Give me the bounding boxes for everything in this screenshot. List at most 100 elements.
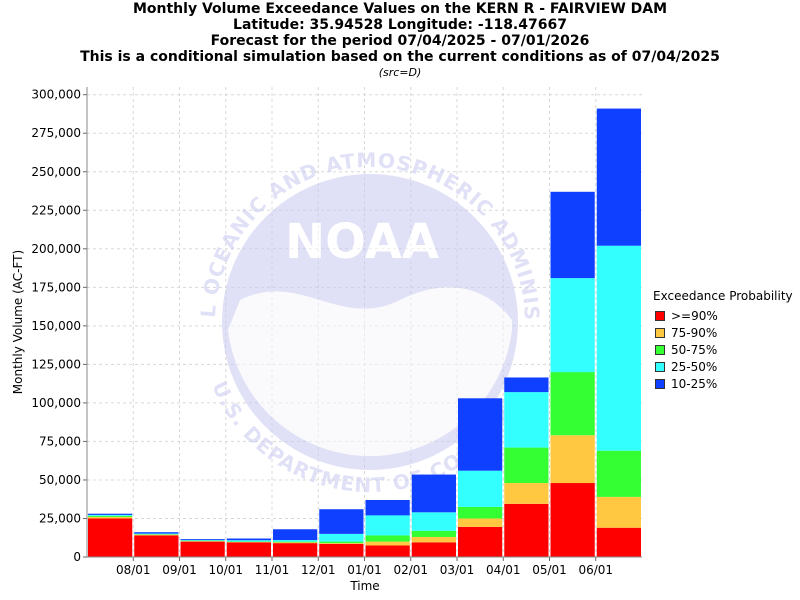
legend: Exceedance Probability >=90% 75-90% 50-75%…	[653, 289, 793, 392]
bar-segment	[180, 540, 225, 541]
x-axis-label: Time	[349, 579, 379, 593]
bar-segment	[550, 278, 595, 373]
bar-segment	[365, 541, 410, 546]
source-note: (src=D)	[378, 66, 422, 79]
bar-segment	[134, 532, 179, 534]
bar-segment	[504, 503, 549, 557]
bar-segment	[504, 447, 549, 484]
bar-segment	[273, 542, 318, 544]
bar-segment	[504, 377, 549, 393]
legend-swatch	[655, 327, 665, 338]
x-tick-label: 05/01	[532, 563, 567, 577]
x-tick-label: 06/01	[578, 563, 613, 577]
chart-title: Monthly Volume Exceedance Values on the …	[132, 1, 668, 17]
bar-segment	[319, 543, 364, 557]
bar-segment	[458, 518, 503, 527]
bar-segment	[319, 543, 364, 544]
bar-segment	[273, 541, 318, 543]
y-tick-label: 200,000	[31, 242, 81, 256]
location-subtitle: Latitude: 35.94528 Longitude: -118.47667	[233, 17, 567, 33]
legend-item: 25-50%	[653, 358, 793, 375]
legend-swatch	[655, 310, 665, 321]
bar-segment	[365, 535, 410, 542]
bar-segment	[458, 506, 503, 519]
bar-segment	[411, 542, 456, 557]
legend-swatch	[655, 361, 665, 372]
legend-items: >=90% 75-90% 50-75% 25-50% 10-25%	[653, 307, 793, 392]
y-tick-label: 225,000	[31, 203, 81, 217]
y-axis-label: Monthly Volume (AC-FT)	[11, 250, 25, 394]
y-tick-label: 50,000	[39, 473, 81, 487]
bar-segment	[365, 545, 410, 557]
simulation-subtitle: This is a conditional simulation based o…	[80, 49, 720, 65]
y-tick-label: 150,000	[31, 319, 81, 333]
bar-segment	[550, 191, 595, 279]
bars	[88, 108, 641, 557]
bar-segment	[596, 496, 641, 528]
chart-header: Monthly Volume Exceedance Values on the …	[0, 1, 800, 80]
legend-label: 10-25%	[671, 376, 718, 391]
bar-segment	[319, 533, 364, 542]
legend-label: 50-75%	[671, 342, 718, 357]
bar-segment	[134, 534, 179, 536]
period-subtitle: Forecast for the period 07/04/2025 - 07/…	[210, 33, 590, 49]
bar-segment	[504, 483, 549, 504]
axes: 0 25,000 50,000 75,000 100,000 125,000 150,000…	[31, 87, 642, 577]
bar-segment	[180, 541, 225, 557]
bar-segment	[273, 529, 318, 541]
bar-segment	[596, 450, 641, 497]
bar-segment	[88, 516, 133, 519]
y-tick-label: 75,000	[39, 434, 81, 448]
y-tick-label: 250,000	[31, 165, 81, 179]
noaa-logo-text: NOAA	[285, 214, 439, 270]
bar-segment	[88, 513, 133, 515]
x-tick-label: 12/01	[301, 563, 336, 577]
x-tick-label: 02/01	[393, 563, 428, 577]
bar-segment	[411, 530, 456, 537]
legend-label: 25-50%	[671, 359, 718, 374]
bar-segment	[458, 526, 503, 557]
bar-segment	[88, 518, 133, 557]
noaa-logo-disc	[222, 174, 518, 470]
legend-label: 75-90%	[671, 325, 718, 340]
y-tick-label: 275,000	[31, 126, 81, 140]
bar-segment	[550, 372, 595, 436]
bar-segment	[134, 535, 179, 557]
bar-segment	[134, 533, 179, 535]
bar-segment	[365, 499, 410, 516]
bar-segment	[550, 483, 595, 557]
bar-segment	[180, 539, 225, 541]
legend-item: >=90%	[653, 307, 793, 324]
legend-title: Exceedance Probability	[653, 289, 793, 303]
x-tick-label: 08/01	[116, 563, 151, 577]
bar-segment	[411, 512, 456, 531]
y-tick-label: 100,000	[31, 396, 81, 410]
bar-segment	[226, 538, 271, 541]
legend-swatch	[655, 344, 665, 355]
bar-segment	[273, 540, 318, 542]
bar-segment	[596, 108, 641, 246]
bar-segment	[458, 470, 503, 507]
bar-segment	[319, 509, 364, 534]
bar-segment	[411, 474, 456, 513]
y-tick-label: 0	[73, 550, 81, 564]
legend-item: 10-25%	[653, 375, 793, 392]
x-tick-label: 09/01	[162, 563, 197, 577]
x-tick-label: 01/01	[347, 563, 382, 577]
legend-label: >=90%	[671, 308, 718, 323]
legend-swatch	[655, 378, 665, 389]
bar-segment	[273, 543, 318, 557]
bar-segment	[411, 536, 456, 543]
bar-segment	[596, 527, 641, 557]
bar-segment	[226, 542, 271, 557]
legend-item: 50-75%	[653, 341, 793, 358]
bar-segment	[550, 435, 595, 484]
y-tick-label: 300,000	[31, 88, 81, 102]
y-tick-label: 25,000	[39, 511, 81, 525]
x-tick-label: 11/01	[255, 563, 290, 577]
y-tick-label: 125,000	[31, 357, 81, 371]
bar-segment	[88, 515, 133, 517]
bar-segment	[458, 398, 503, 471]
bar-segment	[504, 392, 549, 448]
